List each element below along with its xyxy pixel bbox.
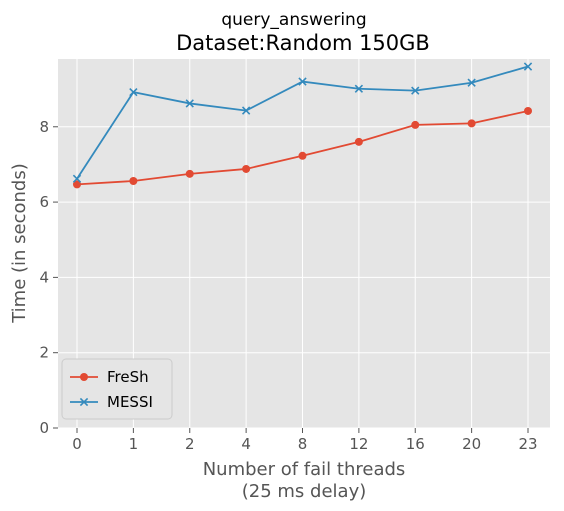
data-point-fresh bbox=[524, 106, 532, 115]
legend: FreSh MESSI bbox=[61, 358, 173, 420]
legend-label-fresh: FreSh bbox=[107, 368, 149, 386]
x-axis-label: Number of fail threads bbox=[203, 459, 406, 480]
data-point-messi bbox=[185, 99, 194, 108]
data-point-messi bbox=[467, 78, 476, 87]
y-tick-label: 4 bbox=[39, 268, 49, 286]
data-point-messi bbox=[411, 86, 420, 95]
data-point-messi bbox=[72, 174, 82, 183]
data-point-fresh bbox=[354, 137, 363, 146]
y-axis-label: Time (in seconds) bbox=[9, 163, 30, 324]
legend-label-messi: MESSI bbox=[107, 393, 153, 411]
data-point-fresh bbox=[411, 120, 420, 129]
y-tick-label: 2 bbox=[39, 344, 49, 362]
data-point-messi bbox=[523, 62, 533, 71]
y-tick-label: 8 bbox=[39, 118, 49, 136]
data-point-fresh bbox=[298, 151, 307, 160]
data-point-fresh bbox=[73, 180, 81, 189]
data-point-fresh bbox=[185, 169, 194, 178]
x-tick-label: 2 bbox=[185, 435, 195, 453]
y-axis-ticks: 0 2 4 6 8 bbox=[39, 118, 58, 437]
legend-marker-messi bbox=[79, 397, 89, 407]
data-point-fresh bbox=[129, 176, 138, 185]
legend-marker-fresh bbox=[80, 373, 88, 381]
data-point-fresh bbox=[467, 119, 476, 128]
x-tick-label: 4 bbox=[241, 435, 251, 453]
y-tick-label: 6 bbox=[39, 193, 49, 211]
chart-title: Dataset:Random 150GB bbox=[176, 31, 430, 55]
x-axis-ticks: 0 1 2 4 8 12 16 20 23 bbox=[72, 428, 538, 453]
x-axis-label-line2: (25 ms delay) bbox=[242, 481, 367, 502]
data-point-messi bbox=[354, 84, 364, 93]
x-tick-label: 23 bbox=[518, 435, 537, 453]
data-point-messi bbox=[298, 77, 307, 86]
x-tick-label: 0 bbox=[72, 435, 82, 453]
x-tick-label: 20 bbox=[462, 435, 481, 453]
x-tick-label: 8 bbox=[298, 435, 308, 453]
data-point-fresh bbox=[242, 164, 251, 173]
grid bbox=[58, 59, 550, 429]
legend-box bbox=[61, 358, 173, 420]
chart-suptitle: query_answering bbox=[221, 10, 366, 30]
data-point-messi bbox=[129, 87, 138, 97]
x-tick-label: 16 bbox=[406, 435, 425, 453]
y-tick-label: 0 bbox=[39, 419, 49, 437]
data-point-messi bbox=[241, 106, 251, 115]
x-tick-label: 1 bbox=[129, 435, 139, 453]
series-layer bbox=[72, 62, 533, 189]
x-tick-label: 12 bbox=[349, 435, 368, 453]
